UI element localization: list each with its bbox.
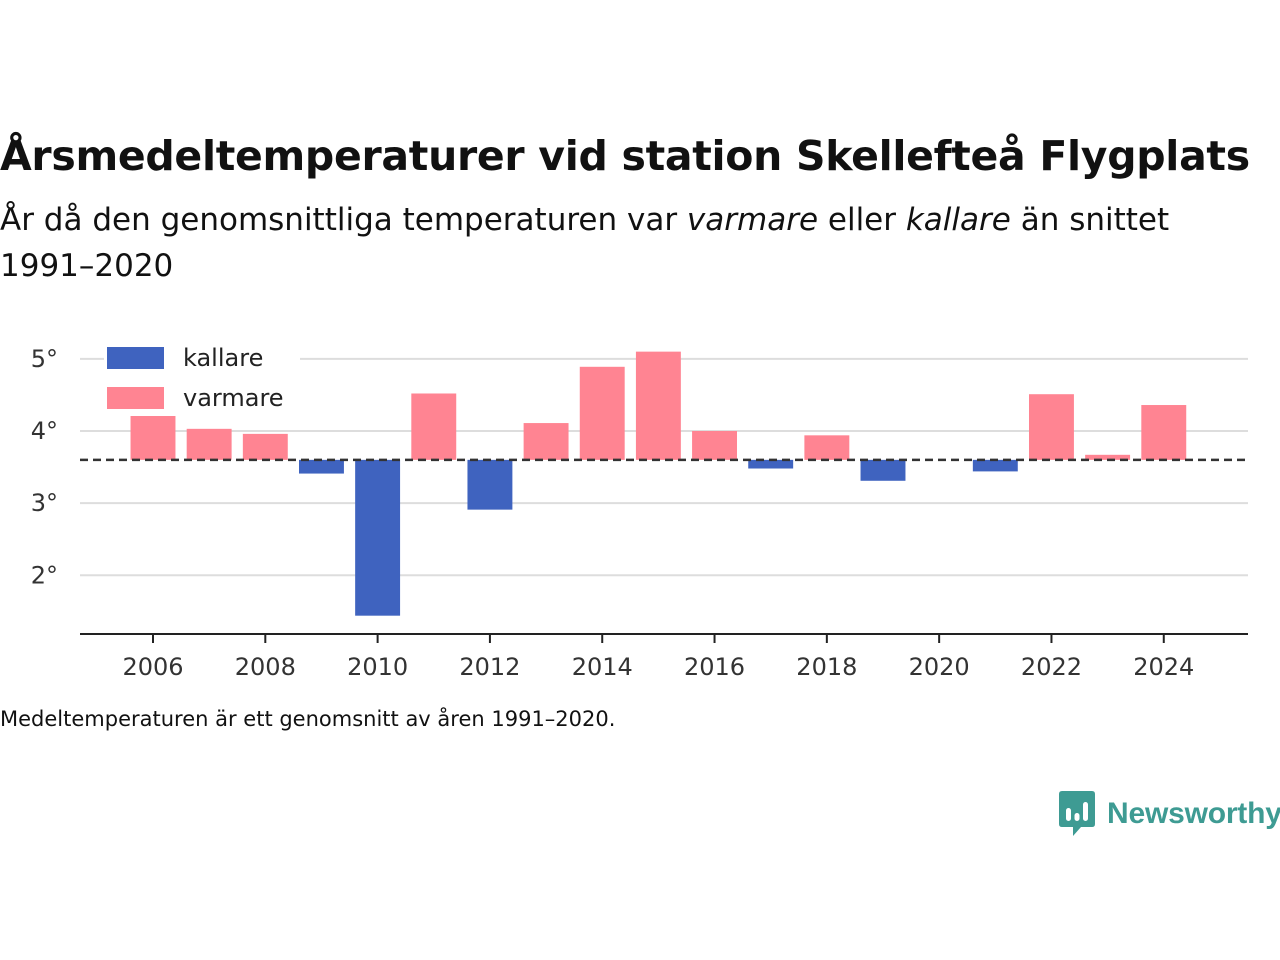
- x-tick-label: 2022: [1021, 653, 1082, 681]
- bar-2015: [635, 351, 681, 460]
- legend-label-kallare: kallare: [183, 344, 263, 372]
- temperature-bar-chart: 2° 3° 4° 5° 2006 2008 2010 2012 2014 2016 2018 202…: [31, 332, 1248, 681]
- bar-2022: [1029, 394, 1074, 460]
- y-tick-label: 4°: [31, 417, 58, 445]
- bar-2010: [355, 459, 401, 616]
- bars: [130, 351, 1187, 616]
- subtitle-part3: än snittet 1991–2020: [0, 202, 1170, 284]
- subtitle-colder-word: kallare: [905, 202, 1011, 238]
- bar-2021: [972, 459, 1018, 472]
- bar-2012: [467, 459, 513, 510]
- legend-swatch-varmare: [107, 387, 164, 409]
- bar-2018: [804, 435, 850, 460]
- legend-label-varmare: varmare: [183, 384, 284, 412]
- subtitle-warmer-word: varmare: [686, 202, 819, 238]
- chart-title: Årsmedeltemperaturer vid station Skellef…: [0, 132, 1250, 180]
- bar-2023: [1085, 454, 1131, 460]
- x-tick-label: 2014: [572, 653, 633, 681]
- x-tick-label: 2016: [684, 653, 745, 681]
- bar-2016: [692, 431, 737, 460]
- bar-2011: [411, 393, 457, 460]
- x-tick-label: 2012: [459, 653, 520, 681]
- y-tick-label: 2°: [31, 561, 58, 589]
- legend: kallare varmare: [104, 332, 300, 416]
- bar-2009: [299, 459, 344, 474]
- chart-footnote: Medeltemperaturen är ett genomsnitt av å…: [0, 707, 616, 731]
- x-tick-label: 2020: [909, 653, 970, 681]
- subtitle-part2: eller: [818, 202, 906, 238]
- chart-subtitle: År då den genomsnittliga temperaturen va…: [0, 197, 1240, 289]
- y-tick-label: 3°: [31, 489, 58, 517]
- bar-2006: [130, 410, 176, 460]
- bar-2008: [242, 433, 288, 460]
- bar-2013: [523, 423, 569, 460]
- x-tick-label: 2008: [235, 653, 296, 681]
- bar-2007: [186, 428, 232, 460]
- bar-2014: [579, 366, 625, 460]
- subtitle-part1: År då den genomsnittliga temperaturen va…: [0, 202, 687, 238]
- x-tick-label: 2024: [1133, 653, 1194, 681]
- brand-name: Newsworthy: [1107, 797, 1280, 830]
- bar-2017: [748, 459, 794, 469]
- bar-2024: [1141, 405, 1187, 460]
- x-tick-label: 2018: [796, 653, 857, 681]
- bar-2019: [860, 459, 906, 481]
- x-tick-label: 2010: [347, 653, 408, 681]
- y-axis-ticks: 2° 3° 4° 5°: [31, 345, 58, 589]
- y-tick-label: 5°: [31, 345, 58, 373]
- newsworthy-bar-chart-bubble-icon: [1059, 791, 1095, 836]
- x-tick-label: 2006: [122, 653, 183, 681]
- legend-swatch-kallare: [107, 347, 164, 369]
- x-axis: 2006 2008 2010 2012 2014 2016 2018 2020 2022 2024: [80, 633, 1248, 681]
- brand-logo: Newsworthy: [1059, 790, 1280, 838]
